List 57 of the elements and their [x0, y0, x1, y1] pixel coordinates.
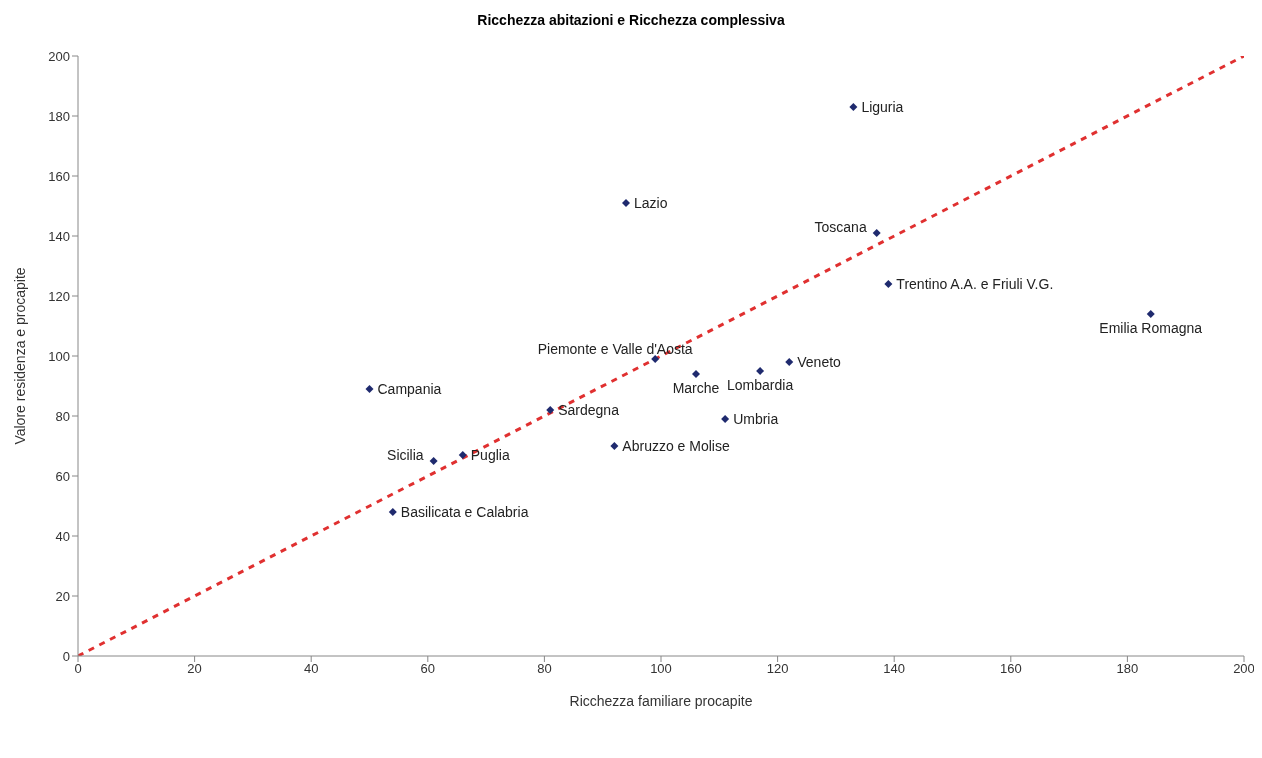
annotation: Emilia Romagna	[1099, 320, 1203, 336]
point	[546, 406, 555, 414]
point	[458, 451, 467, 459]
point	[651, 355, 660, 363]
point	[756, 367, 765, 375]
x-tick-label: 200	[1233, 661, 1255, 677]
annotation: Campania	[377, 381, 442, 397]
point	[622, 199, 631, 207]
y-tick-label: 180	[48, 108, 70, 124]
y-tick-label: 60	[55, 468, 70, 484]
y-tick-label: 100	[48, 348, 70, 364]
y-tick-label: 120	[48, 288, 70, 304]
annotation: Marche	[672, 380, 720, 396]
annotation: Lombardia	[727, 377, 794, 393]
annotation: Puglia	[470, 447, 510, 463]
annotation: Trentino A.A. e Friuli V.G.	[896, 276, 1054, 292]
y-tick-label: 20	[55, 588, 70, 604]
y-tick-label: 80	[55, 408, 70, 424]
annotation: Sicilia	[387, 447, 424, 463]
chart-title: Ricchezza abitazioni e Ricchezza complessiva	[476, 12, 786, 28]
point	[785, 358, 794, 366]
x-tick-label: 180	[1116, 661, 1139, 677]
annotation: Abruzzo e Molise	[622, 438, 730, 454]
x-tick-label: 80	[537, 661, 552, 677]
point	[365, 385, 374, 393]
y-tick-label: 40	[55, 528, 70, 544]
x-tick-label: 140	[883, 661, 906, 677]
annotation: Umbria	[733, 411, 779, 427]
y-tick-label: 140	[48, 228, 70, 244]
annotation: Veneto	[797, 354, 842, 370]
x-tick-label: 60	[420, 661, 436, 677]
point	[721, 415, 730, 423]
point	[849, 103, 858, 111]
y-tick-label: 200	[48, 48, 70, 64]
annotation: Basilicata e Calabria	[400, 504, 529, 520]
point	[872, 229, 881, 237]
point	[1146, 310, 1155, 318]
x-tick-label: 120	[766, 661, 789, 677]
x-tick-label: 40	[303, 661, 319, 677]
y-tick-label: 0	[62, 648, 70, 664]
point	[884, 280, 893, 288]
point	[691, 370, 700, 378]
x-tick-label: 160	[999, 661, 1022, 677]
point	[429, 457, 438, 465]
annotation: Sardegna	[558, 402, 620, 418]
x-tick-label: 0	[74, 661, 82, 677]
point	[388, 508, 397, 516]
annotation: Lazio	[634, 195, 668, 211]
x-axis-title: Ricchezza familiare procapite	[569, 693, 753, 709]
annotation: Piemonte e Valle d'Aosta	[537, 341, 693, 357]
annotation: Toscana	[814, 219, 867, 235]
y-axis-title: Valore residenza e procapite	[11, 267, 28, 445]
annotation: Liguria	[861, 99, 904, 115]
x-tick-label: 20	[187, 661, 202, 677]
x-tick-label: 100	[650, 661, 672, 677]
point	[610, 442, 619, 450]
y-tick-label: 160	[48, 168, 70, 184]
